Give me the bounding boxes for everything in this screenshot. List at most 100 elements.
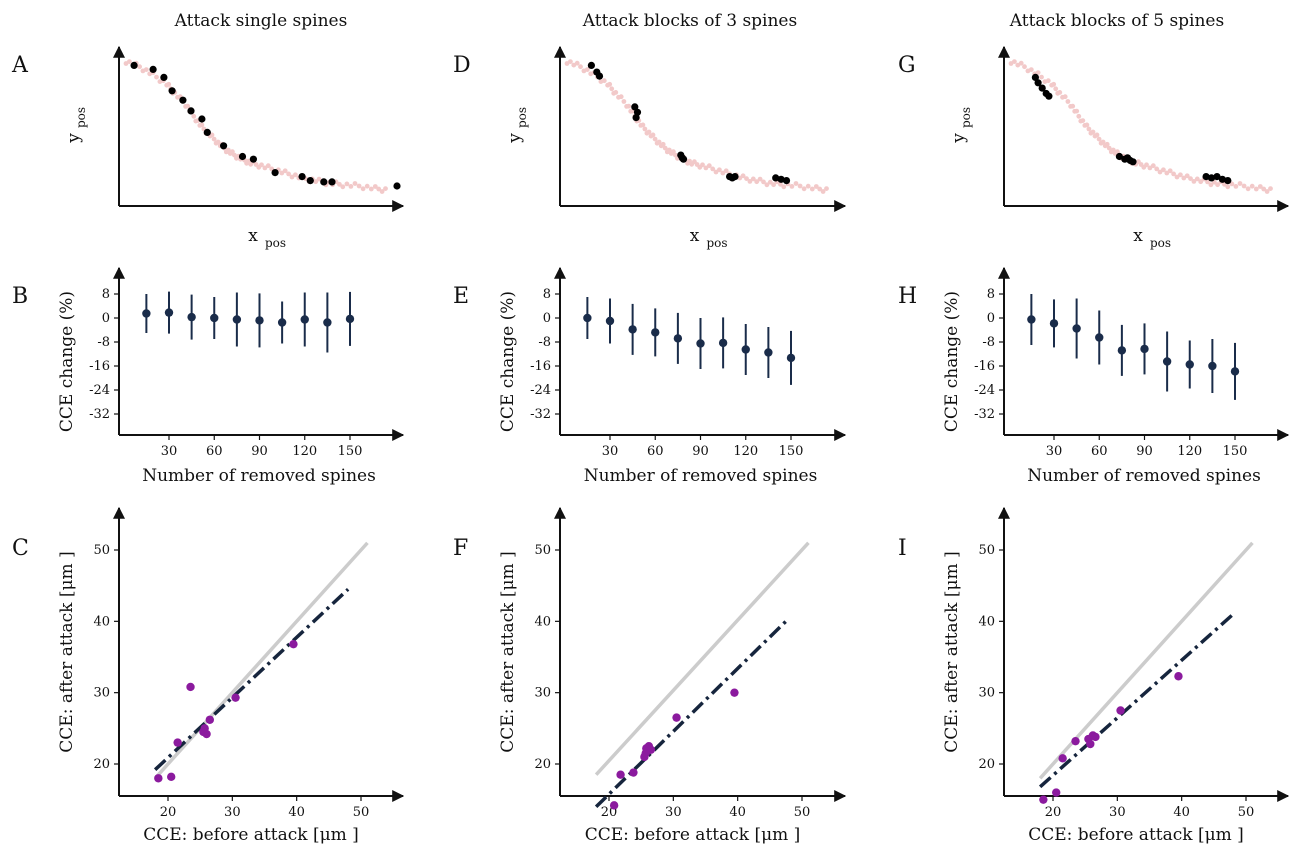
y-tick-label: 40 xyxy=(534,614,551,629)
removed-spine-point xyxy=(149,65,157,73)
cce-point xyxy=(616,770,625,779)
mean-point xyxy=(718,338,728,348)
cce-point xyxy=(231,693,240,702)
removed-spine-point xyxy=(1129,158,1137,166)
x-tick-label: 150 xyxy=(338,444,363,459)
spine-point xyxy=(383,186,388,192)
identity-line xyxy=(594,541,810,776)
x-tick-label: 60 xyxy=(206,444,223,459)
x-tick-label: 30 xyxy=(1109,805,1126,820)
cce-point xyxy=(1052,788,1061,797)
y-axis-label-group: y pos xyxy=(949,107,973,144)
spine-point xyxy=(1215,182,1220,188)
spine-point xyxy=(618,94,624,100)
mean-point xyxy=(605,316,615,326)
cce-point xyxy=(1058,754,1067,763)
y-tick-label: -24 xyxy=(89,383,110,398)
spine-point xyxy=(379,189,385,194)
spine-point xyxy=(642,126,648,132)
identity-line xyxy=(153,541,369,780)
y-tick-label: -16 xyxy=(974,359,995,374)
removed-spine-point xyxy=(298,173,306,181)
removed-spine-point xyxy=(587,61,596,69)
mean-point xyxy=(323,318,332,327)
y-tick-label: 0 xyxy=(987,311,995,326)
spine-point xyxy=(356,183,362,189)
removed-spine-point xyxy=(1213,173,1221,181)
spine-point xyxy=(1268,186,1273,192)
spine-point xyxy=(626,103,632,109)
mean-point xyxy=(764,348,773,357)
spine-point xyxy=(757,176,763,182)
cce-point xyxy=(641,749,650,758)
spine-point xyxy=(352,181,358,186)
spine-point xyxy=(723,168,729,174)
x-axis-label: x xyxy=(248,226,258,246)
y-tick-label: 20 xyxy=(93,757,110,772)
spine-point xyxy=(1208,182,1214,188)
cce-point xyxy=(1039,795,1048,804)
spine-point xyxy=(191,113,197,119)
x-axis-label: CCE: before attack [μm ] xyxy=(1028,825,1244,845)
spine-point xyxy=(662,145,668,151)
mean-point xyxy=(210,313,219,323)
spine-point xyxy=(1184,173,1190,179)
y-axis-label-group: CCE: after attack [μm ] xyxy=(498,551,518,752)
y-tick-label: 30 xyxy=(978,686,995,701)
spine-point xyxy=(744,176,749,182)
fit-line xyxy=(153,587,350,771)
removed-spine-point xyxy=(168,87,176,95)
spine-point xyxy=(781,184,787,190)
panel-letter-a: A xyxy=(11,53,29,78)
y-axis-label-group: CCE: after attack [μm ] xyxy=(942,551,962,752)
spine-point xyxy=(778,181,783,187)
x-axis-label-subscript: pos xyxy=(707,236,728,250)
spine-point xyxy=(609,86,615,92)
spine-point xyxy=(1174,174,1180,180)
mean-point xyxy=(696,339,705,348)
spine-point xyxy=(613,90,619,95)
removed-spine-point xyxy=(678,154,686,162)
spine-point xyxy=(286,171,291,177)
spine-point xyxy=(650,132,656,138)
cce-point xyxy=(609,801,619,810)
x-tick-label: 30 xyxy=(161,444,178,459)
spine-point xyxy=(1225,184,1231,190)
x-tick-label: 30 xyxy=(224,805,241,820)
cce-point xyxy=(289,639,298,649)
removed-spine-point xyxy=(187,107,195,115)
spine-point xyxy=(767,179,773,185)
y-tick-label: 50 xyxy=(978,543,995,558)
spine-point xyxy=(809,186,815,192)
spine-point xyxy=(1035,70,1041,75)
spine-point xyxy=(666,147,672,153)
spine-point xyxy=(1167,168,1173,174)
spine-point xyxy=(143,67,149,72)
spine-point xyxy=(1039,74,1044,80)
removed-spine-point xyxy=(306,177,314,185)
cce-point xyxy=(167,772,176,782)
spine-point xyxy=(1062,94,1068,100)
x-tick-label: 40 xyxy=(729,805,746,820)
spine-point xyxy=(817,186,823,192)
removed-spine-point xyxy=(731,173,739,181)
x-tick-label: 40 xyxy=(288,805,305,820)
spine-point xyxy=(1178,172,1183,178)
cce-point xyxy=(1091,732,1100,742)
spine-point xyxy=(1022,64,1027,70)
cce-point xyxy=(186,682,195,692)
spine-point xyxy=(1205,179,1210,185)
spine-point xyxy=(289,174,295,180)
spine-point xyxy=(1018,60,1024,66)
spine-point xyxy=(793,181,799,186)
y-axis-label: CCE: after attack [μm ] xyxy=(498,551,518,752)
spine-point xyxy=(1249,183,1255,189)
spine-point xyxy=(293,172,298,178)
spine-point xyxy=(209,132,215,138)
y-axis-label-group: CCE change (%) xyxy=(942,291,962,432)
spine-point xyxy=(1090,129,1096,135)
cce-point xyxy=(730,688,739,697)
spine-point xyxy=(376,186,382,192)
spine-point xyxy=(225,147,231,153)
y-axis-label-subscript: pos xyxy=(959,107,973,128)
